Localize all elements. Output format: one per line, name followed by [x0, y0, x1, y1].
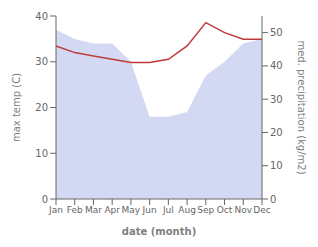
svg-text:50: 50 [270, 27, 283, 38]
svg-text:0: 0 [270, 194, 276, 205]
svg-text:Oct: Oct [217, 205, 233, 215]
svg-text:Sep: Sep [197, 205, 214, 215]
svg-text:med. precipitation (kg/m2): med. precipitation (kg/m2) [296, 40, 307, 174]
svg-text:Mar: Mar [85, 205, 102, 215]
svg-text:40: 40 [35, 11, 48, 22]
svg-text:May: May [122, 205, 141, 215]
svg-text:Dec: Dec [253, 205, 270, 215]
svg-text:Jun: Jun [142, 205, 157, 215]
svg-text:Jan: Jan [48, 205, 63, 215]
svg-text:10: 10 [270, 160, 283, 171]
svg-text:Aug: Aug [178, 205, 196, 215]
svg-text:20: 20 [270, 127, 283, 138]
svg-text:40: 40 [270, 60, 283, 71]
svg-text:max temp (C): max temp (C) [11, 73, 22, 142]
svg-text:Nov: Nov [234, 205, 252, 215]
svg-text:Jul: Jul [162, 205, 174, 215]
svg-text:10: 10 [35, 148, 48, 159]
svg-text:20: 20 [35, 102, 48, 113]
svg-text:30: 30 [35, 56, 48, 67]
svg-text:date (month): date (month) [122, 226, 196, 237]
svg-text:Feb: Feb [67, 205, 83, 215]
svg-text:30: 30 [270, 94, 283, 105]
svg-text:0: 0 [42, 194, 48, 205]
svg-text:Apr: Apr [104, 205, 120, 215]
